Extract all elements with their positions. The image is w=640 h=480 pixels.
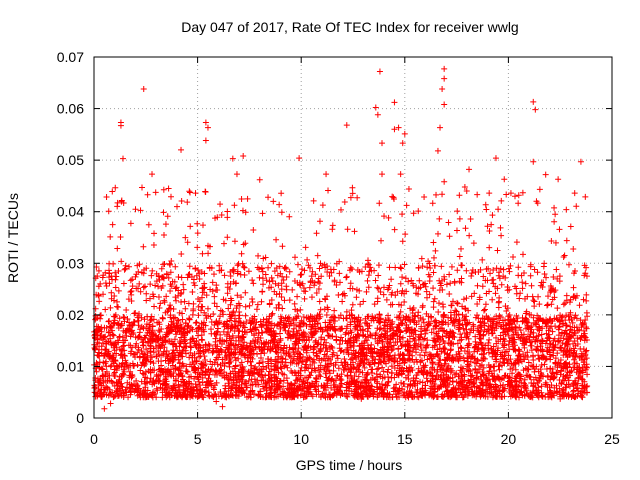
x-tick-label: 15 [397,431,413,447]
x-tick-label: 10 [293,431,309,447]
y-tick-label: 0.06 [57,101,84,117]
x-tick-label: 0 [90,431,98,447]
tick-labels: 0 5 10 15 20 25 0 0.01 0.02 0.03 0.04 0.05 0.06 0.07 [57,49,620,447]
x-tick-label: 5 [194,431,202,447]
data-points [91,65,591,412]
x-tick-label: 25 [604,431,620,447]
y-tick-label: 0.05 [57,152,84,168]
plot-border [93,56,613,419]
chart-title: Day 047 of 2017, Rate Of TEC Index for r… [181,19,518,35]
y-tick-label: 0.01 [57,358,84,374]
y-tick-label: 0.03 [57,255,84,271]
x-axis-label: GPS time / hours [296,457,403,473]
y-tick-label: 0 [76,410,84,426]
roti-series-markers [91,65,591,412]
y-axis-label: ROTI / TECUs [5,193,21,283]
axes [93,56,613,419]
y-tick-label: 0.04 [57,204,84,220]
y-tick-label: 0.07 [57,49,84,65]
y-tick-label: 0.02 [57,307,84,323]
x-tick-label: 20 [501,431,517,447]
